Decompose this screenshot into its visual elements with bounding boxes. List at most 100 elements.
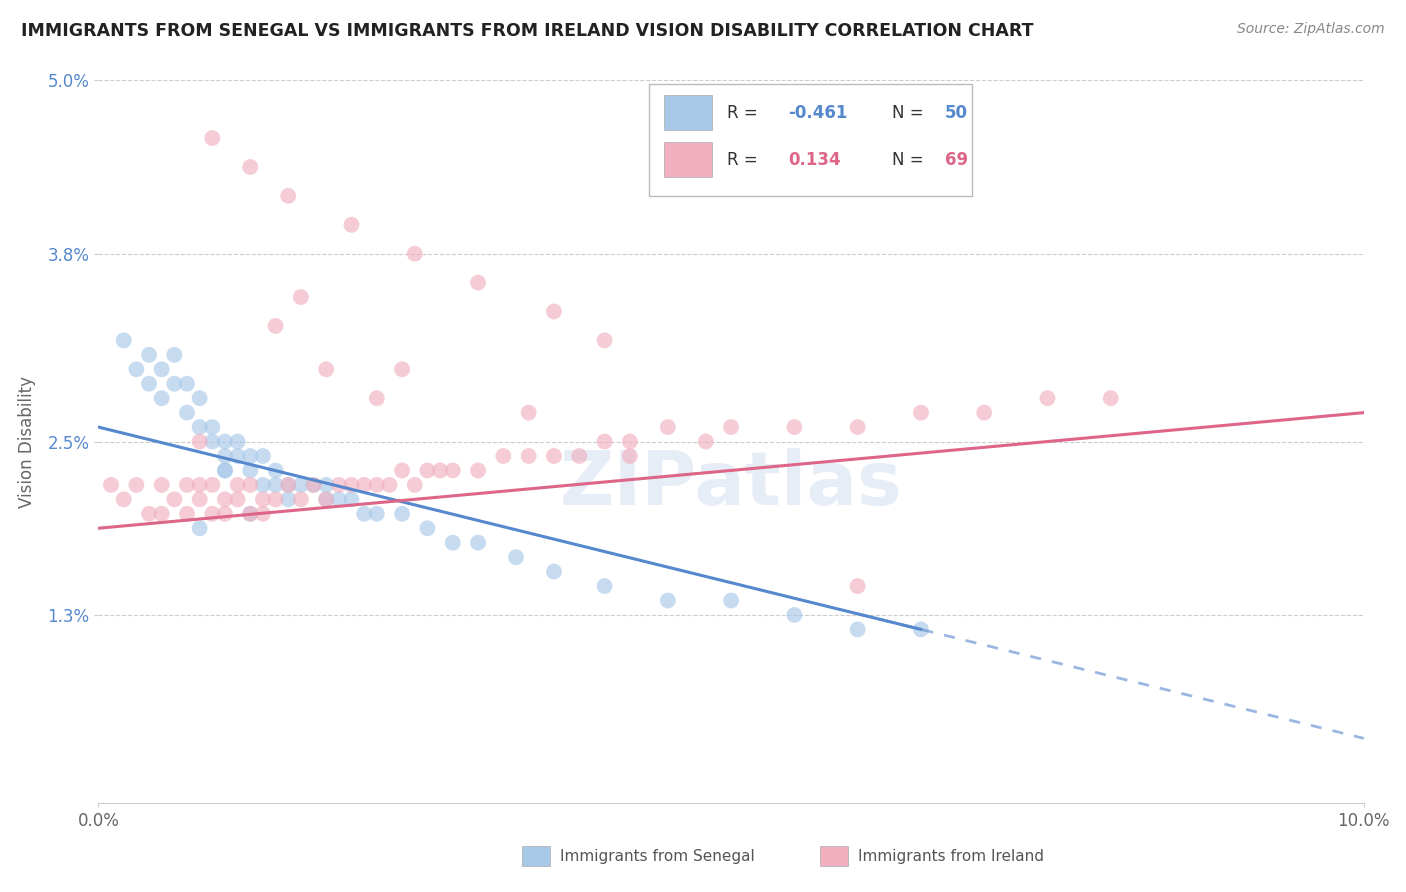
Text: R =: R = bbox=[727, 151, 763, 169]
FancyBboxPatch shape bbox=[820, 847, 848, 866]
Point bbox=[214, 434, 236, 449]
Point bbox=[404, 246, 426, 260]
Point bbox=[543, 565, 565, 579]
Point bbox=[467, 276, 489, 290]
Point bbox=[201, 478, 224, 492]
Point bbox=[910, 623, 932, 637]
Point bbox=[163, 492, 186, 507]
Point bbox=[846, 579, 869, 593]
Point bbox=[264, 318, 287, 333]
Point bbox=[264, 492, 287, 507]
Point bbox=[277, 492, 299, 507]
Point bbox=[188, 434, 211, 449]
Point bbox=[467, 463, 489, 477]
Point bbox=[214, 507, 236, 521]
Point bbox=[619, 434, 641, 449]
Point bbox=[657, 593, 679, 607]
Text: -0.461: -0.461 bbox=[789, 103, 848, 122]
Point bbox=[150, 391, 173, 405]
Point bbox=[366, 507, 388, 521]
Point bbox=[505, 550, 527, 565]
Point bbox=[188, 420, 211, 434]
Point bbox=[315, 362, 337, 376]
Point bbox=[429, 463, 451, 477]
FancyBboxPatch shape bbox=[664, 143, 711, 178]
Point bbox=[543, 304, 565, 318]
Point bbox=[783, 420, 806, 434]
Point bbox=[112, 334, 135, 348]
Point bbox=[846, 623, 869, 637]
Point bbox=[214, 463, 236, 477]
Text: ZIPatlas: ZIPatlas bbox=[560, 449, 903, 522]
Point bbox=[150, 507, 173, 521]
Point bbox=[150, 362, 173, 376]
Point bbox=[125, 478, 148, 492]
FancyBboxPatch shape bbox=[664, 95, 711, 130]
Point bbox=[188, 492, 211, 507]
Text: N =: N = bbox=[891, 103, 929, 122]
Point bbox=[695, 434, 717, 449]
Point bbox=[353, 507, 375, 521]
Point bbox=[201, 507, 224, 521]
Text: 69: 69 bbox=[945, 151, 969, 169]
Point bbox=[138, 376, 160, 391]
Point bbox=[252, 449, 274, 463]
Point bbox=[188, 478, 211, 492]
Point bbox=[593, 434, 616, 449]
Text: Immigrants from Ireland: Immigrants from Ireland bbox=[858, 849, 1043, 863]
Point bbox=[391, 463, 413, 477]
Text: IMMIGRANTS FROM SENEGAL VS IMMIGRANTS FROM IRELAND VISION DISABILITY CORRELATION: IMMIGRANTS FROM SENEGAL VS IMMIGRANTS FR… bbox=[21, 22, 1033, 40]
Point bbox=[176, 376, 198, 391]
Point bbox=[138, 507, 160, 521]
Point bbox=[277, 189, 299, 203]
Point bbox=[290, 478, 312, 492]
Point bbox=[340, 492, 363, 507]
Point bbox=[441, 463, 464, 477]
Point bbox=[188, 521, 211, 535]
Point bbox=[391, 507, 413, 521]
Point bbox=[226, 492, 249, 507]
Point bbox=[226, 478, 249, 492]
Point bbox=[328, 492, 350, 507]
Point bbox=[176, 478, 198, 492]
Point bbox=[163, 348, 186, 362]
Point bbox=[277, 478, 299, 492]
Point bbox=[568, 449, 591, 463]
Point bbox=[138, 348, 160, 362]
Point bbox=[226, 434, 249, 449]
Point bbox=[353, 478, 375, 492]
Text: Immigrants from Senegal: Immigrants from Senegal bbox=[560, 849, 755, 863]
Point bbox=[366, 478, 388, 492]
Point bbox=[176, 406, 198, 420]
Point bbox=[201, 434, 224, 449]
Point bbox=[176, 507, 198, 521]
FancyBboxPatch shape bbox=[648, 84, 972, 196]
Point bbox=[302, 478, 325, 492]
Point bbox=[404, 478, 426, 492]
Point bbox=[593, 334, 616, 348]
Point bbox=[252, 507, 274, 521]
Point bbox=[214, 463, 236, 477]
Point bbox=[1036, 391, 1059, 405]
Point bbox=[467, 535, 489, 549]
Text: 0.134: 0.134 bbox=[789, 151, 841, 169]
Point bbox=[277, 478, 299, 492]
Point bbox=[239, 463, 262, 477]
Point bbox=[378, 478, 401, 492]
Point bbox=[239, 160, 262, 174]
Point bbox=[846, 420, 869, 434]
Point bbox=[302, 478, 325, 492]
Text: Source: ZipAtlas.com: Source: ZipAtlas.com bbox=[1237, 22, 1385, 37]
Point bbox=[517, 406, 540, 420]
Point bbox=[783, 607, 806, 622]
Y-axis label: Vision Disability: Vision Disability bbox=[18, 376, 37, 508]
Point bbox=[239, 449, 262, 463]
FancyBboxPatch shape bbox=[523, 847, 550, 866]
Point bbox=[125, 362, 148, 376]
Point bbox=[188, 391, 211, 405]
Point bbox=[252, 478, 274, 492]
Point bbox=[290, 492, 312, 507]
Point bbox=[226, 449, 249, 463]
Point bbox=[100, 478, 122, 492]
Point bbox=[441, 535, 464, 549]
